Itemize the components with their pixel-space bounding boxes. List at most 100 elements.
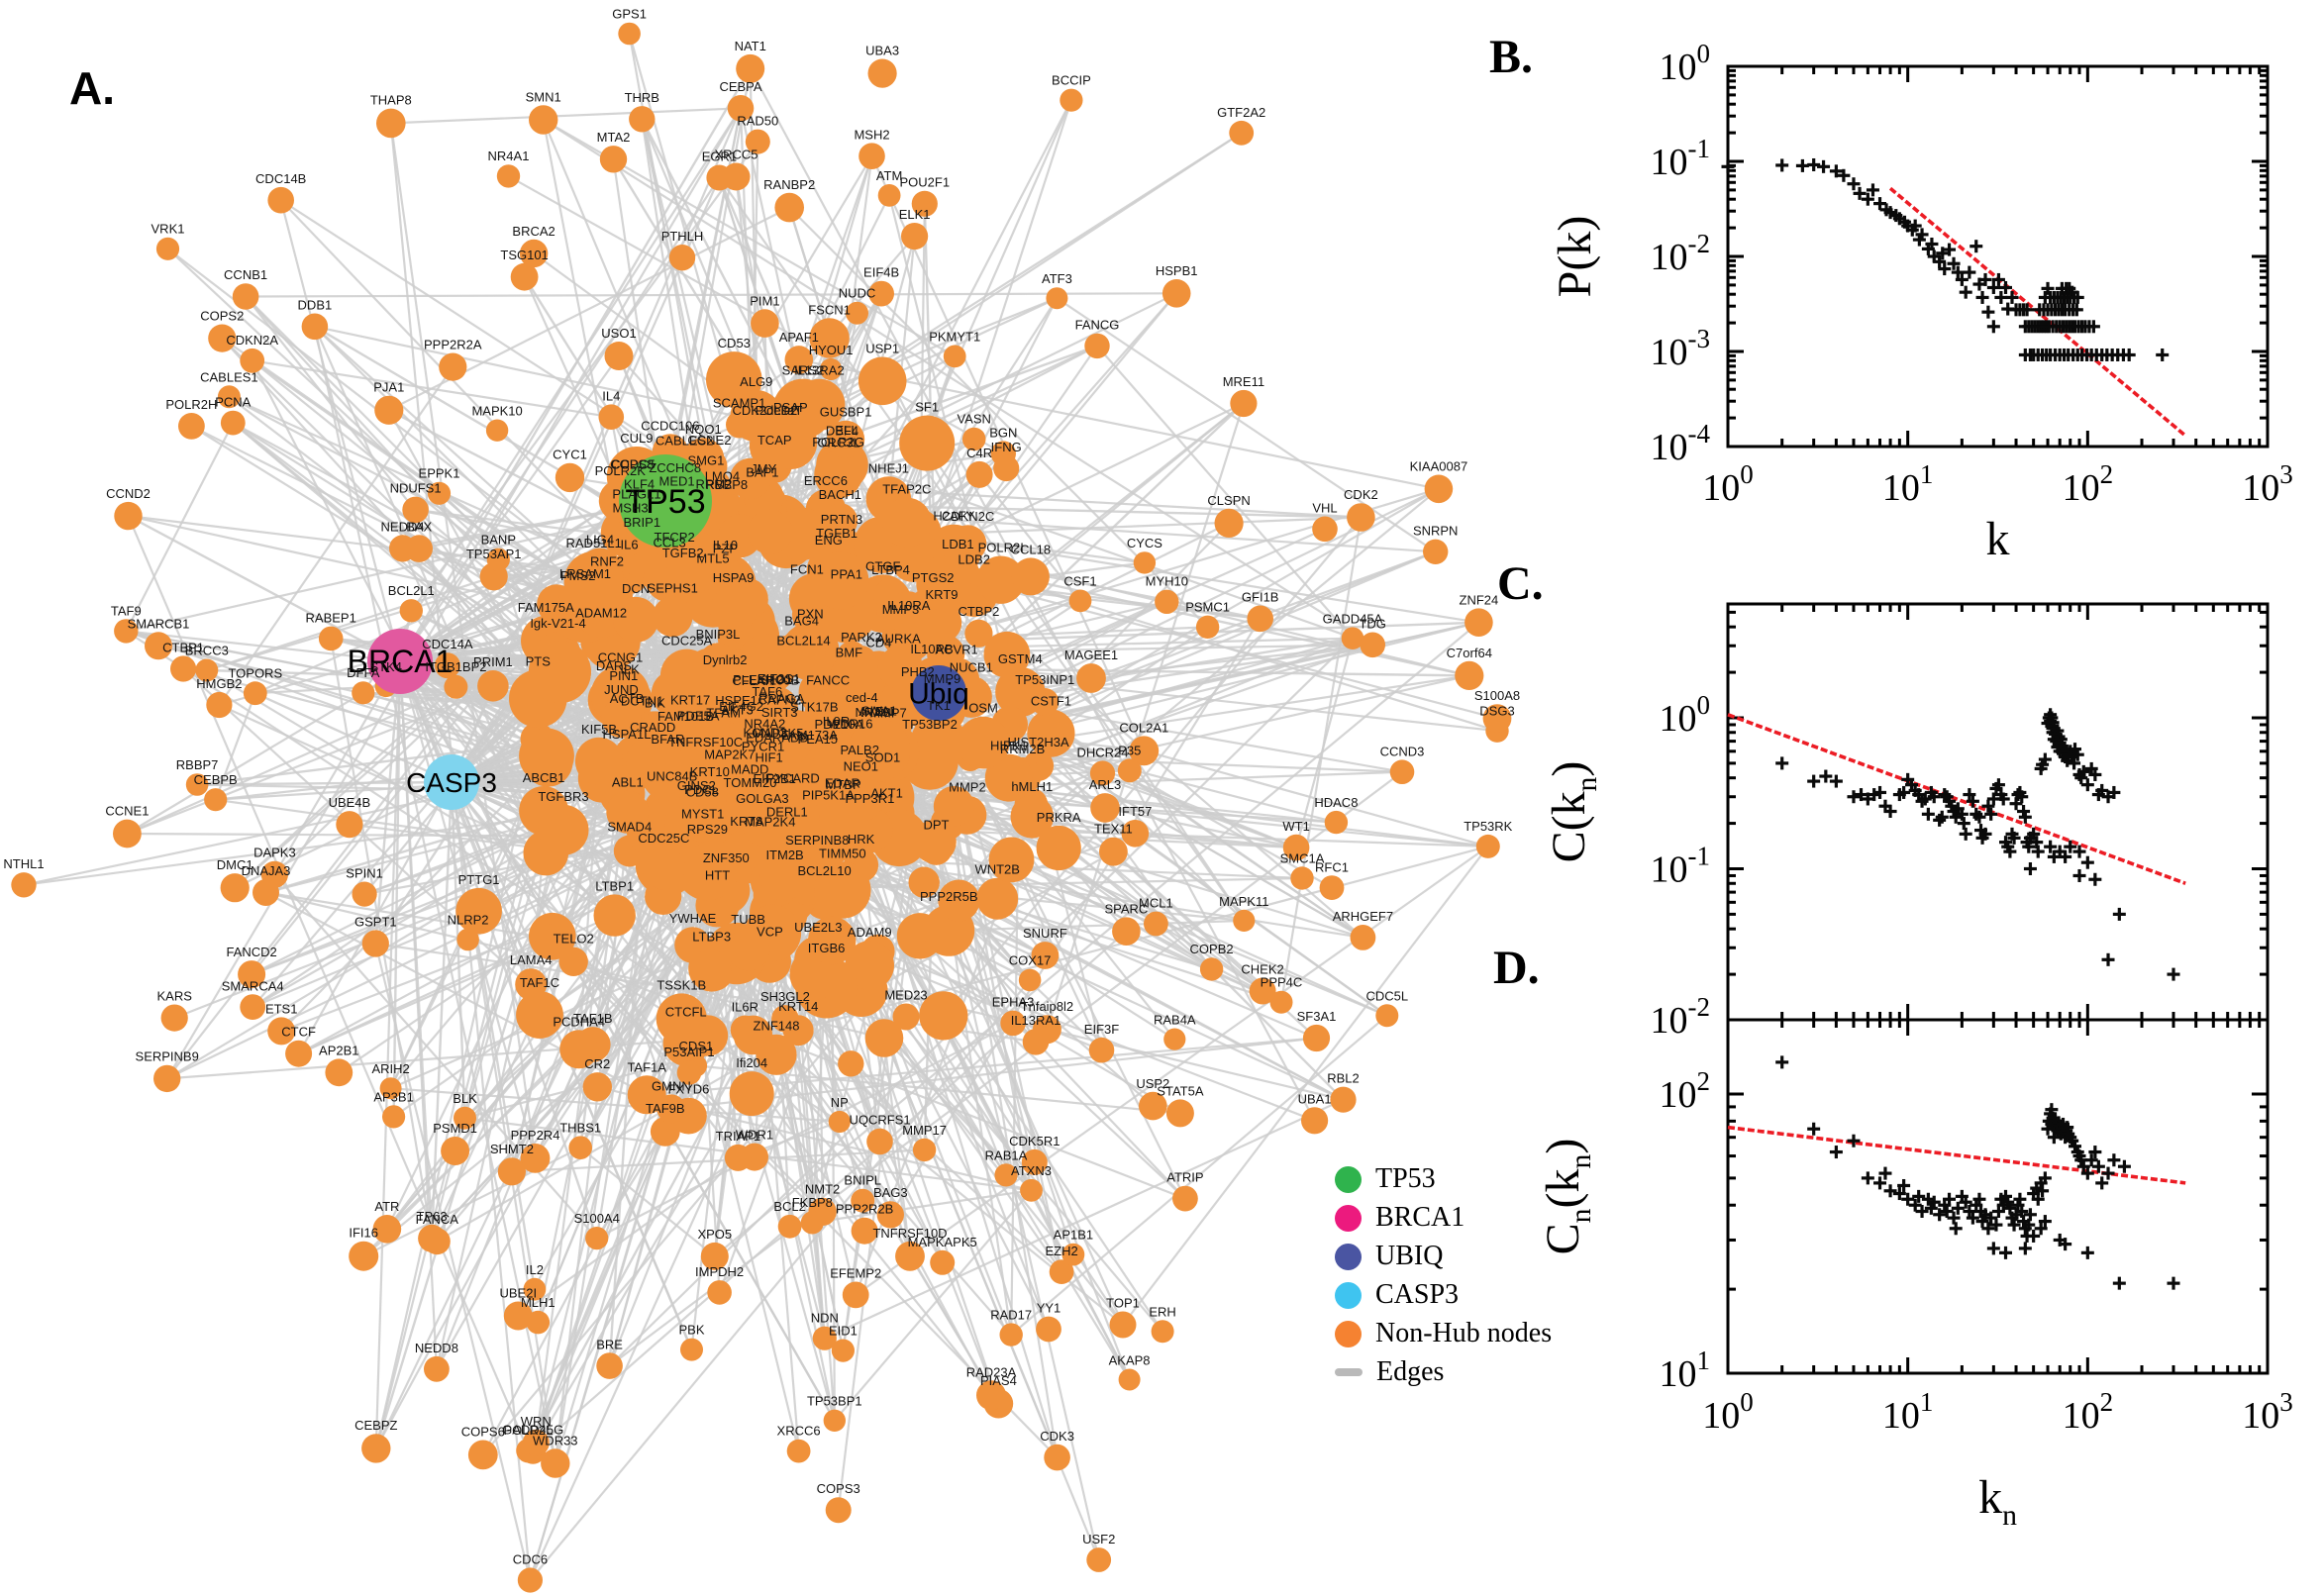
gene-label: MAP2K7: [704, 747, 755, 761]
network-edge: [529, 979, 1031, 1581]
gene-label: KRT10: [690, 764, 730, 779]
gene-label: MAP3K5: [753, 726, 803, 741]
network-node: [1230, 389, 1258, 418]
network-node: [933, 785, 974, 827]
gene-label: PTTG1: [458, 872, 500, 887]
network-edge: [390, 107, 742, 125]
network-node: [170, 655, 197, 682]
gene-label: FXYD6: [667, 1082, 709, 1097]
gene-label: COPS6: [461, 1425, 505, 1440]
gene-label: XPO5: [697, 1227, 732, 1242]
gene-label: NAT1: [735, 39, 766, 53]
network-node: [285, 1040, 313, 1067]
gene-label: PALB2: [840, 743, 879, 757]
network-node: [477, 670, 509, 702]
network-node: [828, 1110, 851, 1134]
gene-label: hMLH1: [1011, 779, 1053, 794]
network-node: [382, 1105, 406, 1129]
gene-label: DDB1: [298, 298, 333, 313]
gene-label: PTS: [526, 653, 552, 668]
network-node: [1010, 795, 1055, 839]
gene-label: PBK: [678, 1323, 704, 1338]
gene-label: AKT3: [721, 702, 754, 717]
gene-label: TOPORS: [228, 665, 282, 680]
gene-label: GMNN: [652, 1078, 691, 1093]
gene-label: GUSBP1: [820, 405, 872, 420]
network-node: [485, 419, 509, 442]
network-node: [238, 960, 266, 989]
gene-label: PPP2R5B: [920, 889, 978, 904]
gene-label: EIF4B: [863, 265, 899, 280]
network-node: [145, 632, 172, 660]
network-node: [916, 555, 971, 611]
gene-label: BAP1: [746, 465, 778, 480]
network-node: [842, 1281, 869, 1309]
network-edge: [273, 873, 598, 1240]
network-node: [361, 1434, 391, 1463]
network-edge: [398, 660, 434, 1239]
gene-label: NR4A2: [744, 717, 785, 732]
network-edge: [1122, 846, 1489, 1326]
network-node: [352, 681, 375, 705]
gene-label: TNFRSF10C: [668, 735, 743, 749]
network-node: [267, 1017, 296, 1046]
gene-label: PKMYT1: [929, 330, 980, 345]
network-node: [729, 1071, 774, 1117]
network-node: [838, 1050, 864, 1077]
gene-label: ERCC6: [804, 473, 848, 488]
gene-label: TNFRSF10D: [872, 1226, 947, 1241]
network-node: [519, 728, 574, 784]
network-node: [642, 847, 686, 890]
gene-label: CTGF: [865, 558, 900, 573]
gene-label: MLH1: [521, 1295, 556, 1310]
network-node: [858, 143, 885, 169]
gene-label: IL10: [713, 538, 738, 552]
network-edge: [450, 781, 466, 1119]
gene-label: GFI1B: [1242, 589, 1279, 604]
gene-label: DNAJA3: [242, 863, 291, 878]
network-edge: [392, 660, 402, 1117]
x-axis-title-D: kn: [1978, 1471, 2017, 1532]
hub-node-tp53: [619, 454, 712, 548]
gene-label: TSG101: [500, 248, 548, 262]
network-node: [418, 1224, 447, 1252]
gene-label: MYST1: [681, 806, 724, 821]
gene-label: CTBP2: [958, 604, 999, 619]
legend-label: TP53: [1375, 1163, 1436, 1194]
gene-label: NP: [831, 1095, 849, 1110]
gene-label: KIF5B: [581, 722, 617, 737]
gene-label: AP2B1: [319, 1043, 358, 1057]
network-node: [240, 994, 266, 1020]
network-node: [618, 22, 641, 46]
network-edge: [374, 739, 539, 1449]
gene-label: CYCS: [1127, 536, 1162, 550]
network-node: [349, 1241, 379, 1271]
network-edge: [842, 345, 1098, 466]
gene-label: PSMD1: [433, 1121, 477, 1136]
gene-label: VHL: [1312, 501, 1337, 516]
gene-label: MAP2K4: [745, 815, 795, 830]
network-node: [976, 877, 1019, 920]
network-node: [1068, 589, 1092, 613]
network-node: [1282, 834, 1310, 861]
network-node: [976, 555, 1025, 604]
network-edge: [812, 1189, 1032, 1224]
gene-label: PCNA: [215, 395, 251, 410]
gene-label: HIPK1: [990, 739, 1028, 753]
gene-label: PPP2R4: [511, 1128, 560, 1143]
network-node: [529, 105, 558, 135]
network-node: [538, 804, 589, 855]
gene-label: FAM173A: [781, 728, 838, 743]
gene-label: CDK5R1: [1009, 1134, 1060, 1148]
network-node: [114, 619, 139, 644]
network-node: [876, 1201, 904, 1229]
x-tick-label-B: 101: [1882, 459, 1934, 509]
network-node: [732, 688, 774, 731]
y-axis-title-C: C(kn): [1543, 761, 1603, 863]
gene-label: SMAD4: [607, 820, 652, 835]
gene-label: ELK1: [899, 207, 931, 222]
gene-label: PPP3R1: [845, 791, 894, 806]
network-node: [706, 164, 733, 191]
network-node: [352, 881, 377, 907]
